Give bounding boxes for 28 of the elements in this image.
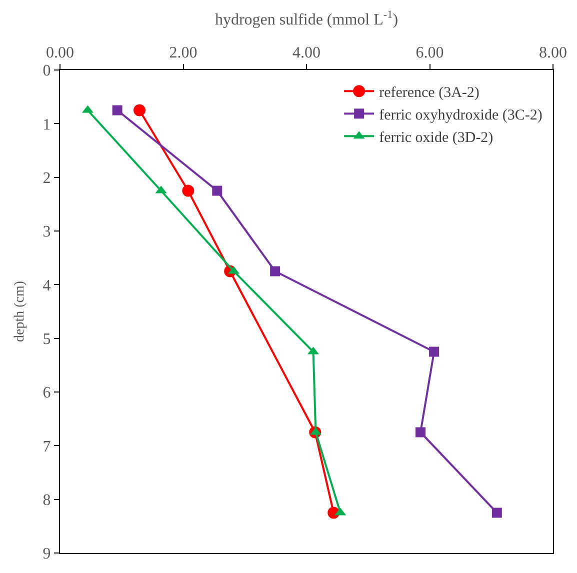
y-tick-label: 6 (42, 384, 51, 402)
y-tick-label: 5 (42, 330, 51, 348)
x-tick-label: 8.00 (539, 44, 567, 62)
x-tick-label: 2.00 (169, 44, 198, 62)
legend-label: ferric oxyhydroxide (3C-2) (379, 107, 542, 124)
point (492, 508, 502, 518)
x-tick-label: 4.00 (292, 44, 320, 62)
point (212, 186, 222, 196)
y-tick-label: 1 (42, 116, 51, 134)
y-tick-label: 8 (42, 492, 51, 509)
point (270, 266, 280, 276)
legend-label: ferric oxide (3D-2) (379, 130, 494, 146)
y-tick-label: 2 (42, 170, 51, 187)
legend-label: reference (3A-2) (379, 84, 480, 101)
y-axis-title: depth (cm) (12, 280, 28, 342)
y-tick-label: 7 (42, 438, 51, 456)
y-tick-label: 9 (42, 546, 51, 563)
x-tick-label: 6.00 (416, 44, 444, 62)
y-tick-label: 4 (42, 277, 51, 294)
point (134, 104, 146, 116)
point (429, 346, 440, 357)
y-tick-label: 3 (42, 224, 51, 241)
x-axis-title: hydrogen sulfide (mmol L$^{-1}$) (214, 8, 398, 28)
x-tick-label: 0.00 (46, 44, 74, 62)
point (416, 427, 426, 438)
point (112, 105, 122, 116)
point (182, 184, 194, 197)
y-tick-label: 0 (42, 62, 51, 80)
